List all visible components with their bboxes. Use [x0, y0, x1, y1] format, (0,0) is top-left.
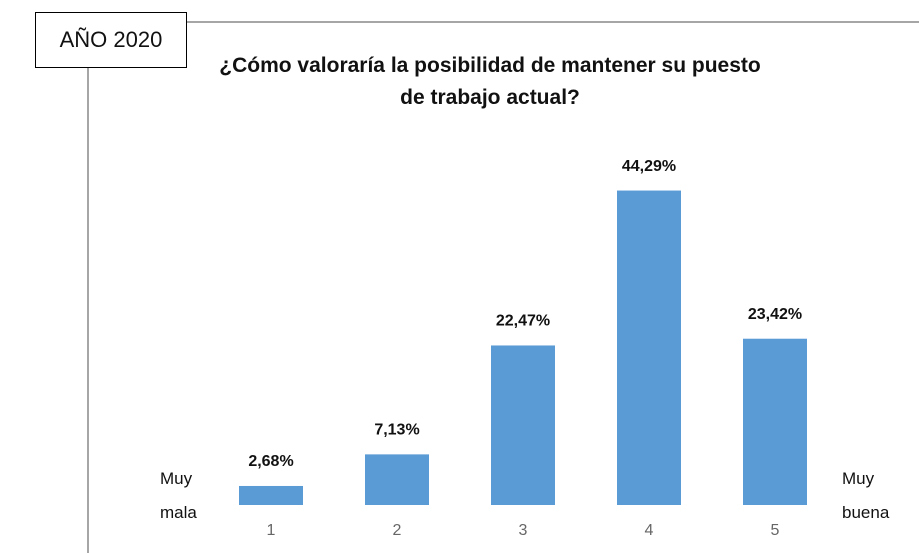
data-label: 23,42%: [748, 306, 802, 323]
low-label: Muy mala: [160, 469, 197, 522]
data-label: 2,68%: [248, 453, 293, 470]
x-tick-label: 1: [267, 522, 276, 539]
x-tick-label: 3: [519, 522, 528, 539]
chart-title: ¿Cómo valoraría la posibilidad de manten…: [219, 54, 761, 109]
x-tick-label: 2: [393, 522, 402, 539]
data-label: 22,47%: [496, 313, 550, 330]
high-label: Muy buena: [842, 469, 890, 522]
x-tick-label: 5: [771, 522, 780, 539]
bar: [365, 454, 429, 505]
bar: [239, 485, 303, 505]
x-tick-label: 4: [645, 522, 654, 539]
year-label: AÑO 2020: [35, 12, 187, 68]
bar: [743, 338, 807, 505]
data-label: 44,29%: [622, 158, 676, 175]
bar: [491, 345, 555, 505]
data-label: 7,13%: [374, 422, 419, 439]
bar: [617, 190, 681, 505]
